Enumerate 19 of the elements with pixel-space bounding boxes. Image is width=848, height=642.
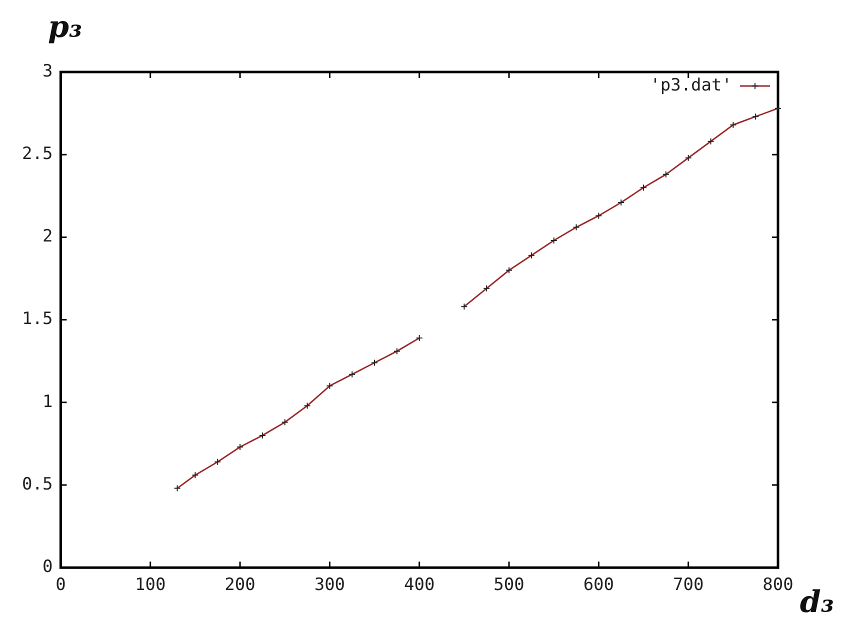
y-tick-label: 2 <box>42 226 53 247</box>
y-tick-label: 3 <box>42 61 53 82</box>
x-tick-label: 700 <box>672 575 704 596</box>
x-tick-label: 500 <box>494 575 524 596</box>
x-tick-label: 200 <box>224 575 256 596</box>
y-tick-label: 0.5 <box>22 474 53 494</box>
x-tick-label: 0 <box>56 575 66 596</box>
legend-label: 'p3.dat' <box>650 75 732 96</box>
y-tick-label: 1.5 <box>22 309 53 330</box>
y-tick-label: 0 <box>42 557 53 578</box>
x-tick-label: 400 <box>404 575 435 596</box>
x-tick-label: 300 <box>314 575 346 596</box>
y-axis-title: p₃ <box>48 10 82 45</box>
x-tick-label: 100 <box>135 575 166 596</box>
x-axis-title: d₃ <box>800 585 834 620</box>
x-tick-label: 600 <box>583 575 614 596</box>
x-tick-label: 800 <box>762 575 794 596</box>
y-tick-label: 2.5 <box>22 144 53 164</box>
y-tick-label: 1 <box>42 392 53 412</box>
